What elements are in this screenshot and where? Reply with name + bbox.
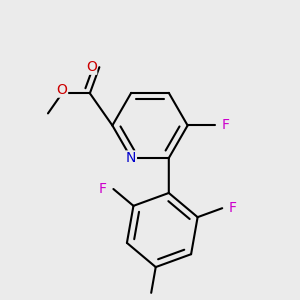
Text: F: F bbox=[222, 118, 230, 133]
Text: O: O bbox=[57, 83, 68, 97]
Text: F: F bbox=[99, 182, 107, 196]
Text: F: F bbox=[229, 201, 237, 215]
Text: N: N bbox=[126, 151, 136, 165]
Text: O: O bbox=[86, 60, 97, 74]
